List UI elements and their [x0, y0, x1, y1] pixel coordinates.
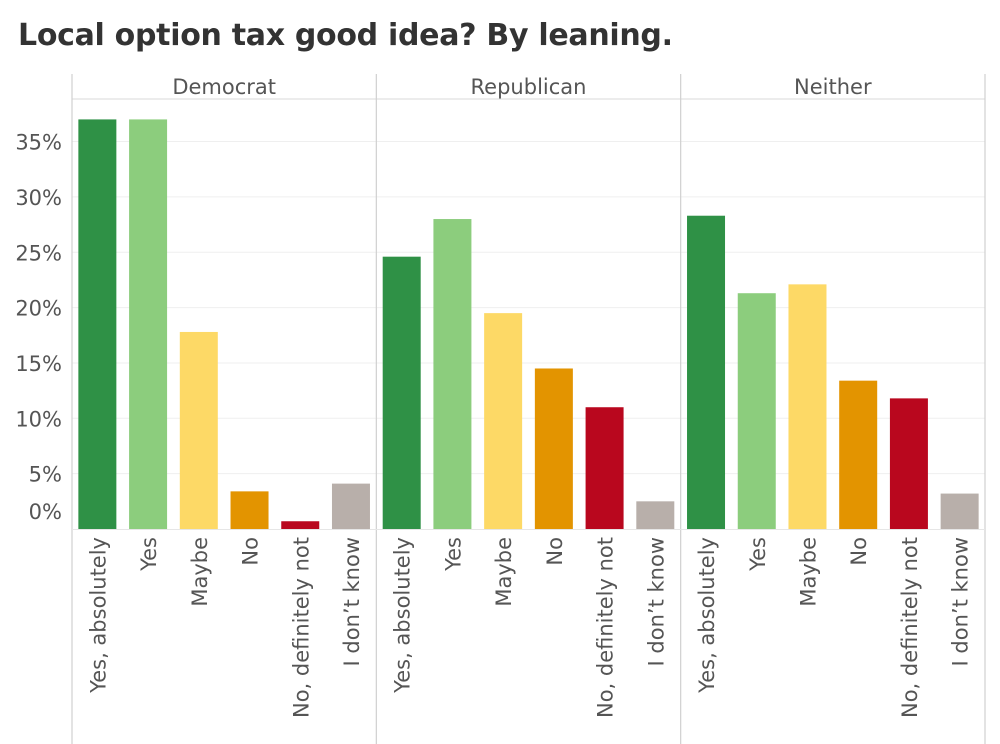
bar — [940, 493, 979, 529]
chart-title: Local option tax good idea? By leaning. — [18, 18, 673, 53]
text-layer: Democrat Republican Neither 0% 5% 10% 15% 20% 25… — [15, 75, 972, 718]
y-tick-label: 35% — [15, 131, 62, 155]
x-category-label: No, definitely not — [594, 537, 618, 718]
x-category-label: No — [543, 537, 567, 566]
grid-layer — [72, 141, 985, 475]
x-category-label: No — [239, 537, 263, 566]
bar — [484, 313, 523, 529]
bar — [382, 256, 421, 529]
x-category-label: Yes — [441, 537, 465, 572]
bar — [839, 380, 878, 529]
y-tick-label: 25% — [15, 241, 62, 265]
bar — [281, 521, 320, 529]
x-category-label: Yes, absolutely — [695, 537, 719, 694]
x-category-label: No — [847, 537, 871, 566]
y-tick-label: 15% — [15, 352, 62, 376]
x-category-label: I don’t know — [949, 537, 973, 666]
bar — [129, 119, 168, 529]
x-category-label: Yes — [746, 537, 770, 572]
x-category-label: Maybe — [188, 537, 212, 607]
x-category-label: I don’t know — [340, 537, 364, 666]
bar — [636, 501, 675, 529]
x-category-label: I don’t know — [644, 537, 668, 666]
y-tick-label: 10% — [15, 407, 62, 431]
panel-label: Democrat — [172, 75, 276, 99]
bar — [737, 293, 776, 529]
bar — [788, 284, 827, 529]
y-tick-label: 0% — [29, 500, 62, 524]
bar — [889, 398, 928, 529]
bar — [433, 219, 472, 530]
y-tick-label: 20% — [15, 297, 62, 321]
x-category-label: Yes, absolutely — [86, 537, 110, 694]
x-category-label: Yes — [137, 537, 161, 572]
frame-layer — [71, 74, 986, 744]
panel-label: Neither — [794, 75, 872, 99]
x-category-label: No, definitely not — [898, 537, 922, 718]
bar — [534, 368, 573, 529]
y-tick-label: 30% — [15, 186, 62, 210]
panel-label: Republican — [471, 75, 587, 99]
bar-layer — [78, 119, 979, 530]
x-category-label: Maybe — [796, 537, 820, 607]
bar — [78, 119, 117, 529]
bar — [585, 407, 624, 529]
bar — [331, 483, 370, 529]
bar — [179, 331, 218, 529]
bar — [687, 215, 726, 529]
x-category-label: No, definitely not — [289, 537, 313, 718]
x-category-label: Yes, absolutely — [391, 537, 415, 694]
y-tick-label: 5% — [29, 463, 62, 487]
x-category-label: Maybe — [492, 537, 516, 607]
bar — [230, 491, 269, 529]
